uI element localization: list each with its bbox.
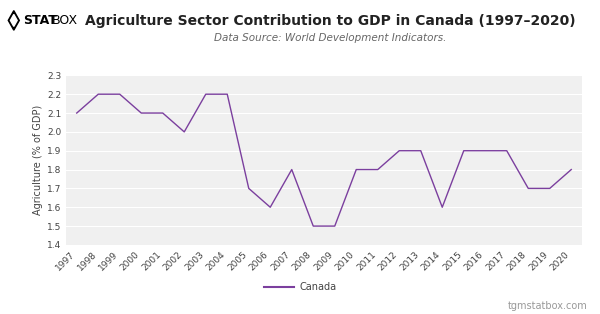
Text: Agriculture Sector Contribution to GDP in Canada (1997–2020): Agriculture Sector Contribution to GDP i… — [85, 14, 575, 28]
Text: BOX: BOX — [52, 14, 78, 27]
Polygon shape — [8, 11, 19, 30]
Text: Data Source: World Development Indicators.: Data Source: World Development Indicator… — [214, 33, 446, 43]
Text: STAT: STAT — [23, 14, 57, 27]
Y-axis label: Agriculture (% of GDP): Agriculture (% of GDP) — [32, 105, 43, 215]
Text: Canada: Canada — [300, 282, 337, 292]
Polygon shape — [10, 14, 17, 26]
Text: tgmstatbox.com: tgmstatbox.com — [508, 301, 588, 311]
